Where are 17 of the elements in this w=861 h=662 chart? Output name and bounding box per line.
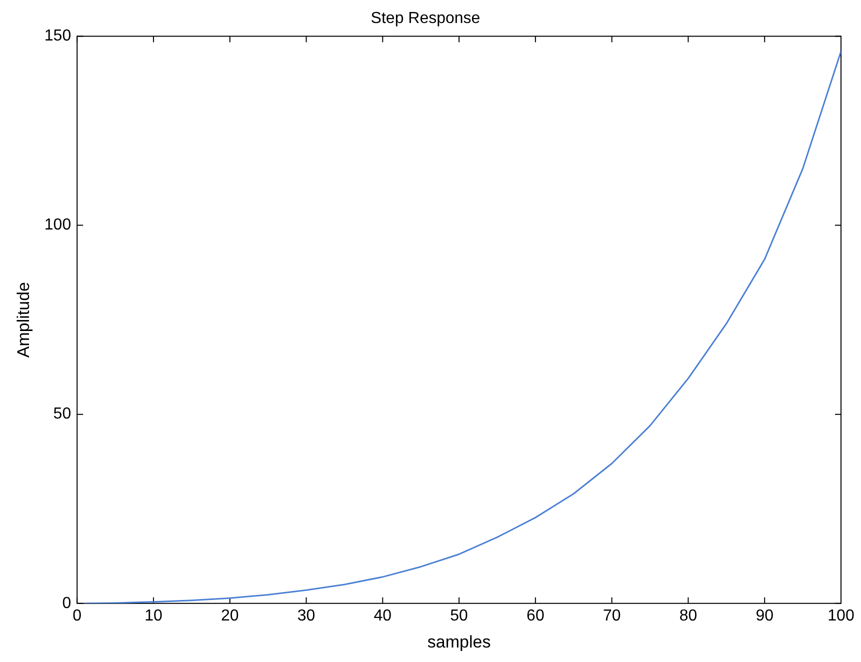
x-tick-label: 60 [526,607,544,624]
x-tick-label: 80 [679,607,698,624]
x-tick-label: 30 [297,607,316,624]
x-tick-label: 40 [374,607,392,624]
y-tick-label: 150 [44,28,72,45]
y-axis-title: Amplitude [14,282,33,358]
x-tick-label: 20 [220,607,239,624]
chart-title: Step Response [370,10,480,28]
x-tick-label: 90 [756,607,774,624]
y-tick-label: 50 [53,406,72,423]
x-axis-title: samples [427,632,491,652]
y-tick-label: 100 [44,216,72,234]
y-tick-label: 0 [62,594,72,612]
x-tick-label: 50 [450,607,468,624]
x-tick-label: 70 [602,607,621,624]
x-tick-label: 100 [828,607,854,624]
x-tick-label: 10 [144,607,162,624]
